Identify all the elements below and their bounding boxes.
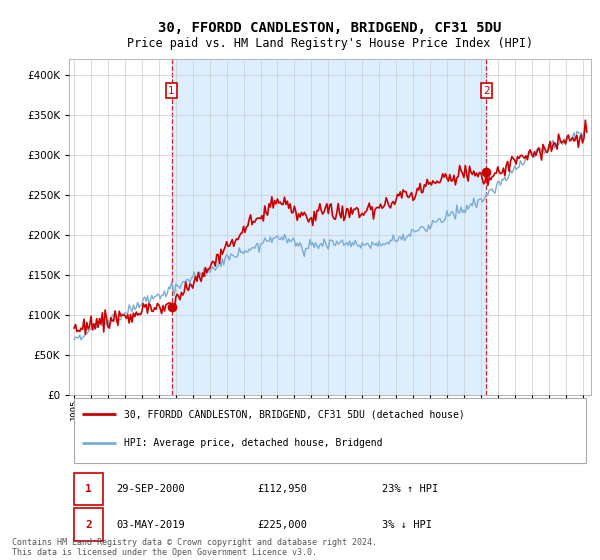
Text: 2: 2	[483, 86, 490, 96]
FancyBboxPatch shape	[74, 508, 103, 541]
Text: 23% ↑ HPI: 23% ↑ HPI	[382, 484, 439, 494]
Text: 03-MAY-2019: 03-MAY-2019	[116, 520, 185, 530]
Text: 1: 1	[168, 86, 175, 96]
Text: 30, FFORDD CANDLESTON, BRIDGEND, CF31 5DU: 30, FFORDD CANDLESTON, BRIDGEND, CF31 5D…	[158, 21, 502, 35]
Text: Price paid vs. HM Land Registry's House Price Index (HPI): Price paid vs. HM Land Registry's House …	[127, 37, 533, 50]
Text: £112,950: £112,950	[257, 484, 307, 494]
Text: 1: 1	[85, 484, 92, 494]
FancyBboxPatch shape	[74, 473, 103, 505]
Text: £225,000: £225,000	[257, 520, 307, 530]
Text: Contains HM Land Registry data © Crown copyright and database right 2024.
This d: Contains HM Land Registry data © Crown c…	[12, 538, 377, 557]
Bar	[172, 59, 487, 395]
Text: 2: 2	[85, 520, 92, 530]
Text: 30, FFORDD CANDLESTON, BRIDGEND, CF31 5DU (detached house): 30, FFORDD CANDLESTON, BRIDGEND, CF31 5D…	[124, 409, 464, 419]
FancyBboxPatch shape	[74, 398, 586, 463]
Text: 29-SEP-2000: 29-SEP-2000	[116, 484, 185, 494]
Text: HPI: Average price, detached house, Bridgend: HPI: Average price, detached house, Brid…	[124, 438, 382, 449]
Text: 3% ↓ HPI: 3% ↓ HPI	[382, 520, 432, 530]
